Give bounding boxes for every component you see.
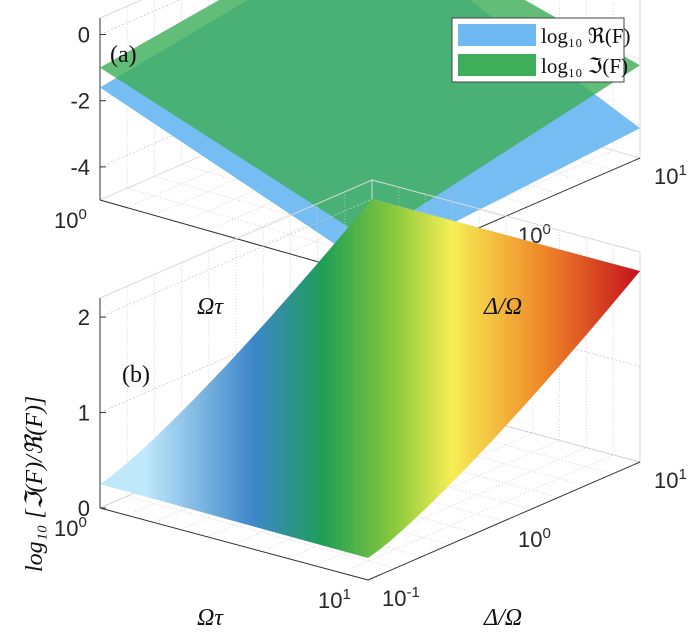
b-x-tick-label-0: 100 bbox=[54, 514, 87, 541]
a-y-tick-label-2: 101 bbox=[654, 162, 687, 189]
b-grid-y-4 bbox=[208, 250, 477, 534]
a-z-tick-label-2: 0 bbox=[78, 23, 90, 48]
legend-label-re: log₁₀ ℜ(F) bbox=[541, 24, 631, 48]
b-x-tick-label-1: 101 bbox=[318, 586, 351, 613]
b-surface bbox=[100, 199, 640, 558]
b-y-tick-label-0: 10-1 bbox=[382, 584, 420, 611]
a-grid-x-7 bbox=[287, 0, 560, 254]
legend-label-im: log₁₀ ℑ(F) bbox=[541, 54, 628, 78]
b-z-tick-label-0: 0 bbox=[78, 496, 90, 521]
b-ylabel: Δ/Ω bbox=[483, 605, 522, 631]
a-panel-label: (a) bbox=[110, 42, 137, 68]
b-y-axis-line bbox=[367, 461, 641, 581]
b-y-tick-label-1: 100 bbox=[518, 525, 551, 552]
legend: log₁₀ ℜ(F) log₁₀ ℑ(F) bbox=[451, 17, 631, 83]
a-ylabel: Δ/Ω bbox=[483, 294, 522, 320]
b-x-axis-line bbox=[99, 507, 369, 581]
legend-swatch-re bbox=[458, 24, 536, 46]
b-zlabel: log₁₀ [ℑ(F)/ℜ(F)] bbox=[22, 396, 48, 572]
legend-swatch-im bbox=[458, 54, 536, 76]
a-z-tick-label-1: -2 bbox=[70, 89, 90, 114]
b-xlabel: Ωτ bbox=[197, 605, 224, 631]
a-xlabel: Ωτ bbox=[197, 294, 224, 320]
b-panel-label: (b) bbox=[122, 362, 150, 388]
b-y-tick-label-2: 101 bbox=[654, 466, 687, 493]
panel-b: 0 1 2 100 101 10-1 100 101 (b) bbox=[54, 179, 687, 613]
a-x-tick-label-0: 100 bbox=[54, 206, 87, 233]
a-z-tick-label-0: -4 bbox=[70, 155, 90, 180]
b-z-tick-label-1: 1 bbox=[78, 401, 90, 426]
b-z-tick-label-2: 2 bbox=[78, 305, 90, 330]
